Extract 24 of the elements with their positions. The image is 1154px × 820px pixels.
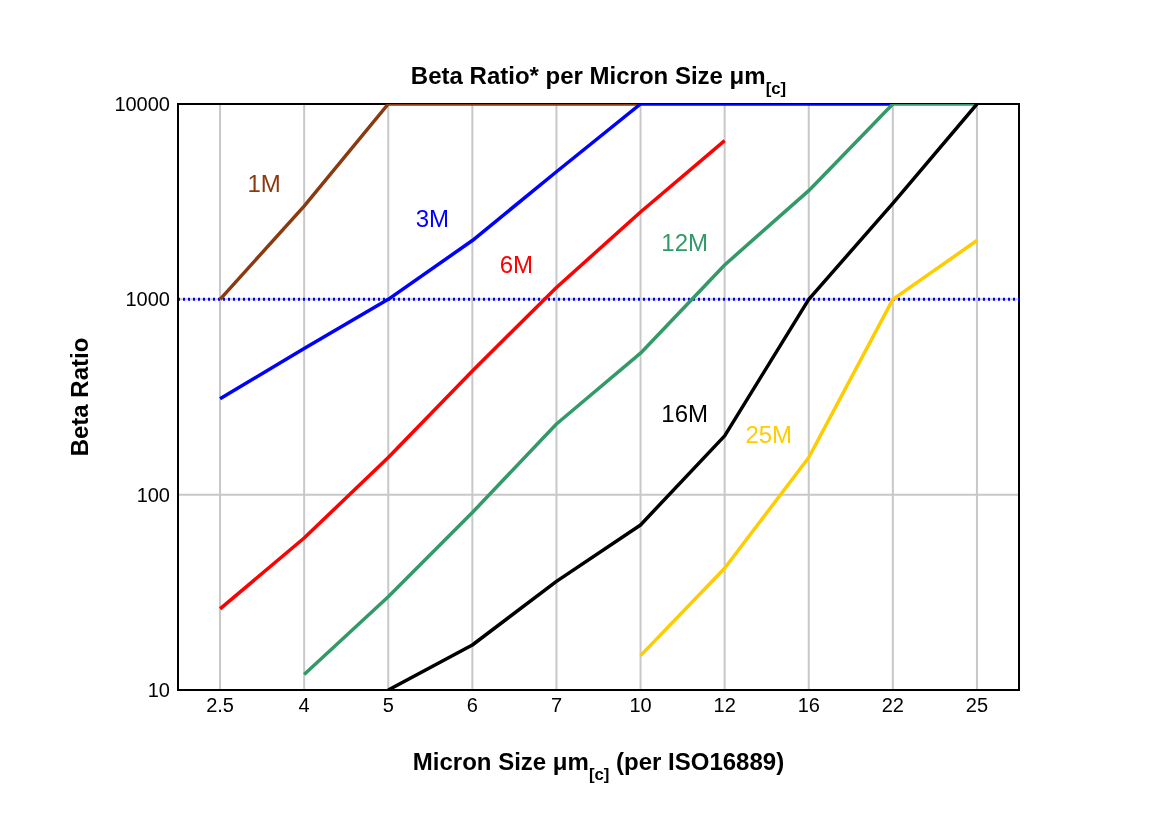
series-label: 16M	[661, 399, 708, 427]
x-tick-label: 4	[298, 694, 310, 717]
x-tick-label: 16	[797, 694, 820, 717]
series-label: 12M	[661, 228, 708, 256]
x-tick-label: 12	[713, 694, 736, 717]
y-tick-label: 1000	[125, 288, 170, 311]
x-tick-label: 25	[965, 694, 989, 717]
x-axis-title: Micron Size μm$_{[c]}$ (per ISO16889)	[412, 748, 785, 784]
y-axis-title: Beta Ratio	[66, 337, 93, 457]
y-tick-label: 10	[147, 679, 170, 702]
x-tick-label: 10	[629, 694, 652, 717]
x-tick-label: 5	[382, 694, 394, 717]
series-label: 6M	[499, 251, 534, 279]
series-label: 25M	[745, 421, 793, 449]
chart-title: Beta Ratio* per Micron Size μm$_{[c]}$	[410, 62, 787, 98]
series-label: 3M	[415, 204, 450, 232]
y-tick-label: 100	[136, 483, 170, 506]
x-tick-label: 7	[550, 694, 563, 717]
x-tick-label: 6	[466, 694, 478, 717]
series-label: 1M	[247, 170, 281, 198]
x-tick-label: 2.5	[206, 694, 234, 717]
line-series	[218, 138, 727, 611]
y-tick-label: 10000	[114, 93, 170, 116]
x-tick-label: 22	[881, 694, 904, 717]
